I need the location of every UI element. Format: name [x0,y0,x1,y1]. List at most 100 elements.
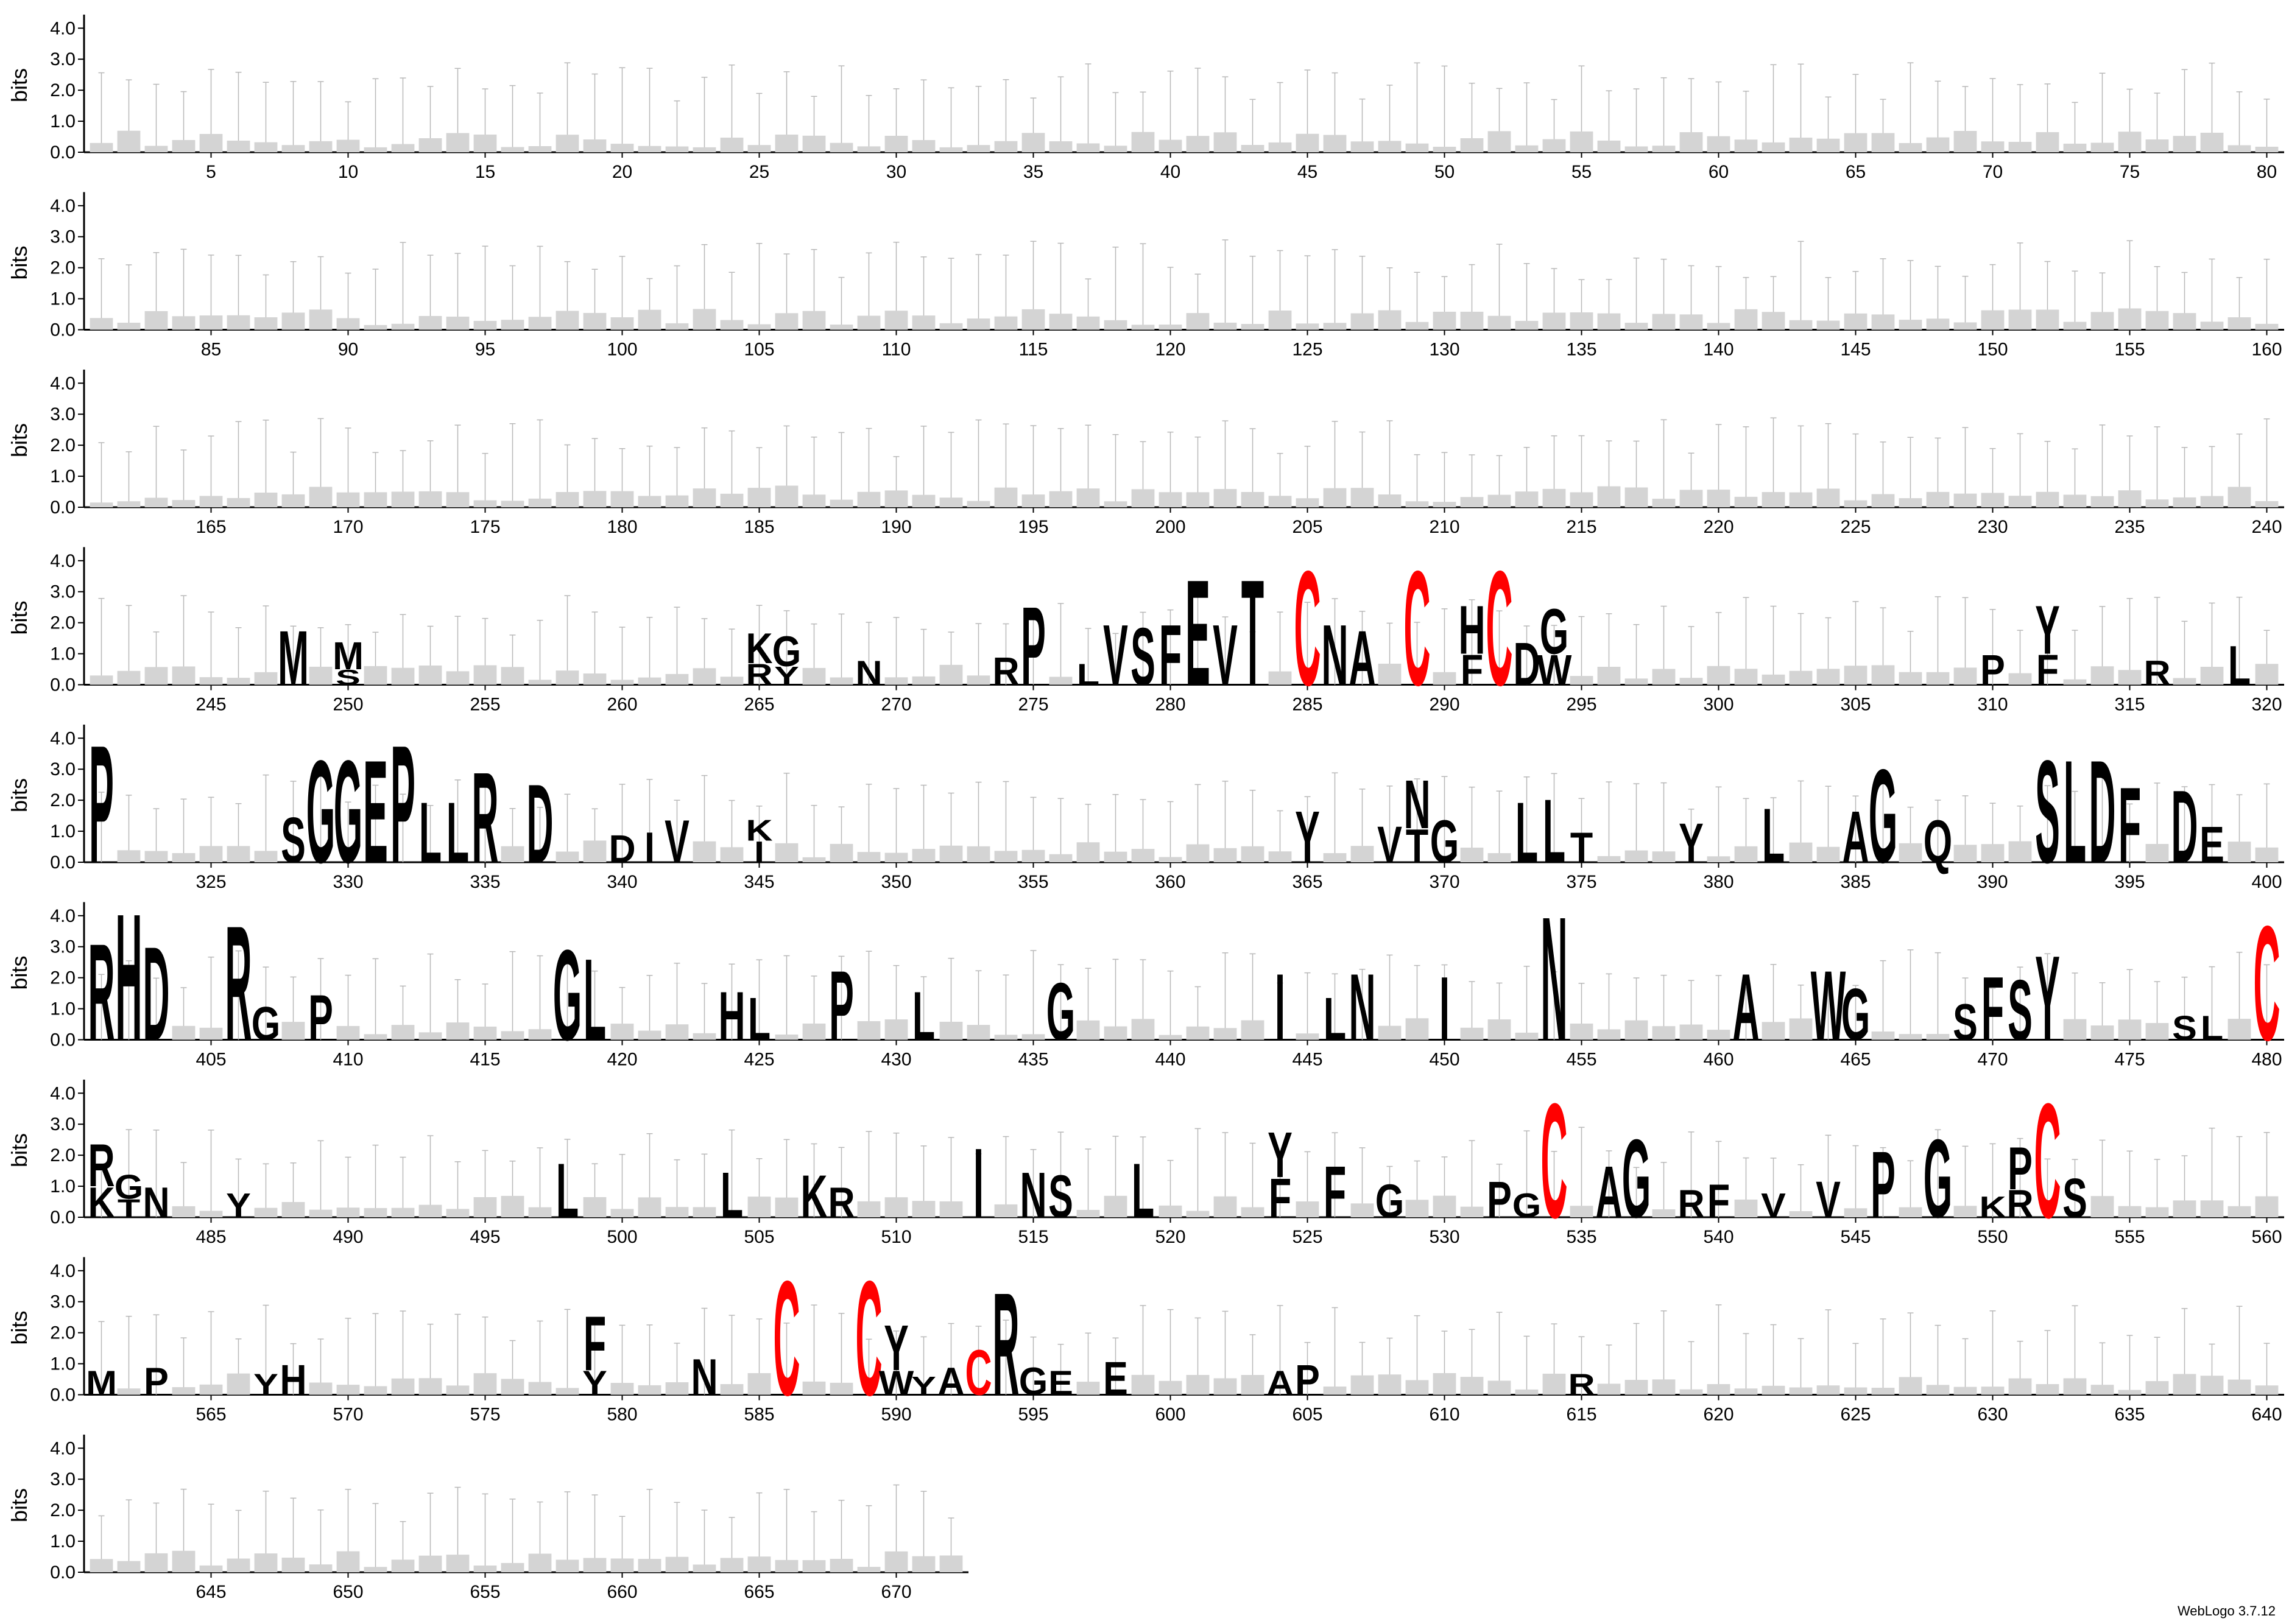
low-info-stack [1816,1385,1840,1395]
x-tick-label: 110 [882,340,911,360]
low-info-stack [2227,1019,2251,1040]
x-tick-label: 275 [1018,695,1048,715]
low-info-stack [1734,846,1758,862]
low-info-stack [638,677,661,685]
logo-letter: P [89,711,114,898]
x-tick-label: 625 [1840,1405,1871,1425]
low-info-stack [1515,320,1539,330]
low-info-stack [2227,145,2251,152]
low-info-stack [1624,487,1648,507]
weblogo-credit: WebLogo 3.7.12 [2177,1603,2276,1619]
y-tick-label: 4.0 [50,1083,76,1103]
logo-letter: G [1924,1117,1953,1242]
low-info-stack [1241,1374,1264,1395]
x-tick-label: 395 [2114,872,2145,892]
x-tick-label: 205 [1292,517,1322,537]
low-info-stack [747,1373,771,1395]
x-tick-label: 50 [1434,162,1455,182]
low-info-stack [665,1207,689,1217]
low-info-stack [693,147,716,152]
low-info-stack [1296,498,1319,507]
low-info-stack [1652,499,1676,507]
low-info-stack [2173,313,2196,330]
y-tick-label: 1.0 [50,821,76,842]
y-tick-label: 3.0 [50,404,76,424]
logo-letter: G [252,997,280,1050]
low-info-stack [1104,851,1127,862]
low-info-stack [501,667,524,685]
logo-letter: G [1869,742,1898,891]
logo-letter: P [1021,584,1046,709]
x-tick-label: 75 [2120,162,2140,182]
low-info-stack [2063,1378,2087,1395]
low-info-stack [1844,1387,1868,1395]
logo-letter: I [1439,958,1450,1060]
low-info-stack [1844,666,1868,685]
low-info-stack [309,1564,333,1572]
low-info-stack [1104,1195,1127,1217]
low-info-stack [1844,313,1868,330]
x-tick-label: 415 [470,1050,500,1070]
logo-letter: G [1841,974,1871,1056]
low-info-stack [830,142,853,152]
low-info-stack [555,1388,579,1395]
logo-letter: T [118,1194,140,1223]
x-tick-label: 460 [1703,1050,1734,1070]
low-info-stack [117,322,141,330]
low-info-stack [2255,323,2279,330]
logo-letter: R [992,1263,1019,1427]
logo-letter: Y [2035,592,2060,669]
low-info-stack [939,1555,963,1572]
low-info-stack [994,1035,1018,1040]
low-info-stack [1213,1196,1237,1217]
low-info-stack [1350,141,1374,152]
low-info-stack [1789,492,1813,507]
low-info-stack [1213,848,1237,862]
low-info-stack [1186,136,1210,152]
low-info-stack [199,1565,223,1572]
x-tick-label: 525 [1292,1227,1322,1247]
logo-letter: A [1595,1152,1622,1234]
low-info-stack [1570,492,1593,507]
logo-letter: L [1077,658,1099,691]
low-info-stack [967,318,990,330]
logo-letter: G [1019,1360,1048,1403]
low-info-stack [309,141,333,152]
x-tick-label: 400 [2251,872,2282,892]
logo-letter: A [1349,616,1375,702]
x-tick-label: 550 [1977,1227,2008,1247]
x-tick-label: 90 [338,340,358,360]
low-info-stack [418,491,442,507]
low-info-stack [1241,1020,1264,1040]
low-info-stack [2145,311,2169,330]
low-info-stack [1899,142,1922,152]
x-tick-label: 310 [1977,695,2008,715]
x-tick-label: 260 [607,695,637,715]
logo-letter: E [363,730,388,894]
low-info-stack [172,1550,196,1572]
low-info-stack [1926,672,1950,685]
low-info-stack [638,1559,661,1572]
low-info-stack [1707,323,1730,330]
low-info-stack [720,1558,744,1572]
low-info-stack [391,1378,415,1395]
low-info-stack [1405,501,1429,507]
x-tick-label: 530 [1429,1227,1459,1247]
low-info-stack [2090,142,2114,152]
logo-letter: I [754,835,764,868]
low-info-stack [693,1207,716,1217]
low-info-stack [1487,315,1511,330]
low-info-stack [1076,842,1100,862]
x-tick-label: 500 [607,1227,637,1247]
y-tick-label: 1.0 [50,1176,76,1197]
low-info-stack [2118,1019,2142,1040]
low-info-stack [775,843,799,862]
low-info-stack [1049,314,1073,330]
y-tick-label: 1.0 [50,999,76,1019]
low-info-stack [446,133,470,152]
x-tick-label: 580 [607,1405,637,1425]
x-tick-label: 220 [1703,517,1734,537]
low-info-stack [2118,1390,2142,1395]
low-info-stack [473,500,497,507]
low-info-stack [1213,132,1237,152]
